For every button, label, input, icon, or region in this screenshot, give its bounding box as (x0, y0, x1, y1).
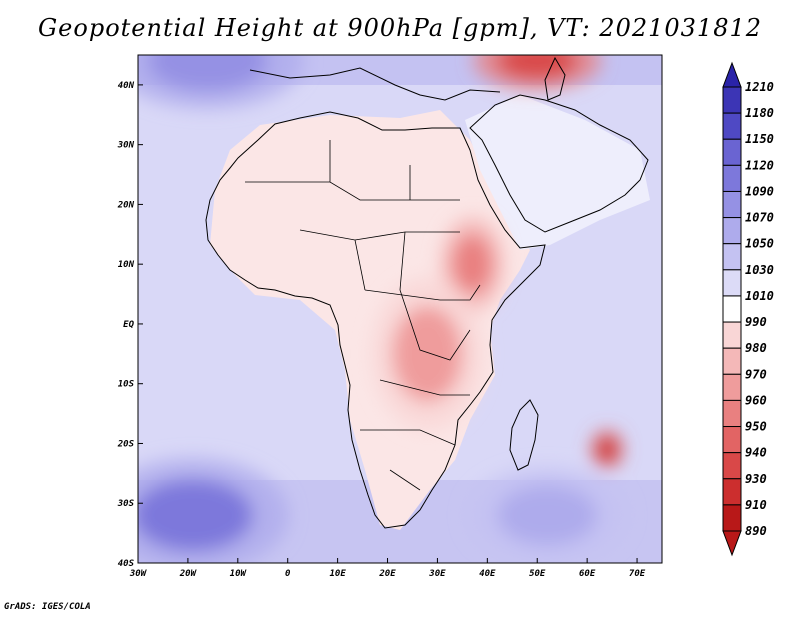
lat-tick-label: 20N (117, 200, 135, 210)
field-low-middle-east (497, 55, 578, 79)
colorbar-level-label: 1120 (745, 158, 774, 172)
colorbar-level-label: 910 (745, 498, 767, 512)
colorbar-level-label: 980 (745, 341, 767, 355)
colorbar-top-arrow (722, 61, 742, 88)
colorbar-swatch (722, 164, 742, 192)
lon-tick-label: 40E (479, 569, 496, 579)
colorbar-swatch (722, 243, 742, 271)
colorbar-level-label: 1070 (745, 211, 774, 225)
colorbar-level-label: 990 (745, 315, 767, 329)
colorbar-swatch (722, 321, 742, 349)
colorbar-swatch (722, 452, 742, 480)
lon-tick-label: 0 (285, 569, 291, 579)
colorbar-level-label: 1090 (745, 184, 774, 198)
lat-tick-label: EQ (123, 320, 134, 330)
colorbar-swatch (722, 190, 742, 219)
colorbar-swatch (722, 478, 742, 506)
colorbar-swatch (722, 217, 742, 245)
lon-tick-label: 20E (378, 569, 396, 579)
colorbar-bottom-arrow (722, 530, 742, 557)
colorbar-swatch (722, 112, 742, 140)
coastlines (205, 56, 649, 529)
mediterranean-north-coast (249, 67, 501, 101)
field-high-south-indian (497, 485, 598, 546)
colorbar-level-label: 890 (745, 524, 767, 538)
field-low-mascarene (597, 437, 618, 462)
colorbar-level-label: 930 (745, 472, 767, 486)
africa-coastline (205, 111, 546, 529)
lat-tick-label: 20S (117, 439, 135, 449)
field-low-east-africa (452, 234, 493, 295)
colorbar-level-label: 1180 (745, 106, 774, 120)
field-high-south-atlantic (138, 479, 253, 552)
lat-tick-label: 30S (117, 499, 135, 509)
plot-area (138, 55, 662, 563)
field-high-north-atlantic (147, 55, 268, 91)
colorbar-swatch (722, 504, 742, 532)
colorbar-level-label: 1150 (745, 132, 774, 146)
lon-tick-label: 20W (179, 569, 198, 579)
colorbar-level-label: 1030 (745, 263, 774, 277)
lon-tick-label: 60E (579, 569, 596, 579)
colorbar-swatch (722, 347, 742, 375)
map-title: Geopotential Height at 900hPa [gpm], VT:… (38, 14, 762, 42)
lat-tick-label: 10N (118, 260, 135, 270)
colorbar: 1210 1180 1150 1120 1090 1070 1050 1030 1010 990 9… (722, 61, 774, 557)
lon-tick-label: 50E (529, 569, 546, 579)
caspian-coastline (544, 56, 566, 101)
lat-tick-label: 10S (118, 380, 135, 390)
lat-tick-label: 40N (118, 81, 135, 91)
lat-tick-label: 30N (117, 141, 135, 151)
colorbar-level-label: 970 (745, 367, 767, 381)
colorbar-swatch (722, 399, 742, 428)
field-low-central-africa (392, 306, 463, 402)
border-lines (245, 140, 481, 491)
colorbar-level-label: 950 (745, 420, 767, 434)
colorbar-swatch (722, 373, 742, 401)
lon-tick-label: 30W (129, 569, 148, 579)
colorbar-level-label: 1050 (745, 237, 774, 251)
colorbar-swatch (722, 269, 742, 297)
arabia-coastline (469, 94, 649, 233)
lon-tick-label: 10W (230, 569, 248, 579)
software-credit: GrADS: IGES/COLA (4, 602, 91, 612)
colorbar-level-label: 940 (745, 446, 767, 460)
colorbar-level-label: 1210 (745, 80, 774, 94)
colorbar-level-label: 960 (745, 393, 767, 407)
plot-frame (137, 54, 663, 564)
colorbar-swatch (722, 138, 742, 166)
lat-tick-label: 40S (118, 559, 135, 569)
colorbar-level-label: 1010 (745, 289, 774, 303)
colorbar-swatch (722, 295, 742, 323)
arabia-land-shading (465, 95, 650, 250)
colorbar-swatch (722, 86, 742, 114)
africa-land-shading (210, 110, 530, 530)
madagascar-coastline (509, 399, 539, 471)
lon-tick-label: 70E (629, 569, 646, 579)
colorbar-swatch (722, 426, 742, 454)
lon-tick-label: 10E (329, 569, 346, 579)
lon-tick-label: 30E (428, 569, 446, 579)
